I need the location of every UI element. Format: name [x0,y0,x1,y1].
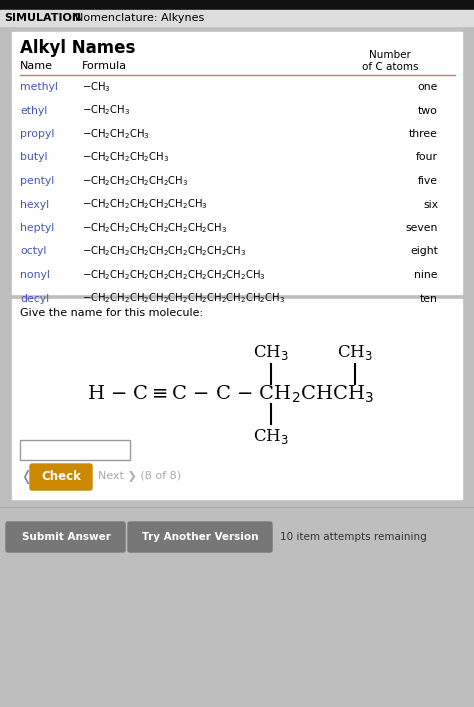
Text: pentyl: pentyl [20,176,54,186]
Text: CH$_3$: CH$_3$ [253,426,289,445]
FancyBboxPatch shape [30,464,92,490]
Text: Formula: Formula [82,61,127,71]
Bar [0,0,474,10]
Text: CH$_3$: CH$_3$ [337,342,373,361]
Text: $-$CH$_2$CH$_2$CH$_2$CH$_2$CH$_2$CH$_2$CH$_3$: $-$CH$_2$CH$_2$CH$_2$CH$_2$CH$_2$CH$_2$C… [82,221,227,235]
Bar [0,10,474,26]
Text: Give the name for this molecule:: Give the name for this molecule: [20,308,203,318]
Text: octyl: octyl [20,247,46,257]
Text: CH$_3$: CH$_3$ [253,342,289,361]
Text: two: two [418,105,438,115]
Text: Try Another Version: Try Another Version [142,532,258,542]
Text: $-$CH$_2$CH$_2$CH$_2$CH$_3$: $-$CH$_2$CH$_2$CH$_2$CH$_3$ [82,151,169,165]
Text: six: six [423,199,438,209]
Text: heptyl: heptyl [20,223,54,233]
Text: four: four [416,153,438,163]
Text: butyl: butyl [20,153,47,163]
Text: seven: seven [406,223,438,233]
Text: $-$CH$_2$CH$_2$CH$_2$CH$_2$CH$_2$CH$_2$CH$_2$CH$_3$: $-$CH$_2$CH$_2$CH$_2$CH$_2$CH$_2$CH$_2$C… [82,245,246,258]
Bar [12,299,462,499]
Text: ❬: ❬ [20,470,32,484]
Text: three: three [409,129,438,139]
Text: ten: ten [420,293,438,303]
Text: $-$CH$_2$CH$_3$: $-$CH$_2$CH$_3$ [82,104,130,117]
Text: Nomenclature: Alkynes: Nomenclature: Alkynes [75,13,204,23]
Text: methyl: methyl [20,82,58,92]
Text: Number
of C atoms: Number of C atoms [362,50,418,72]
FancyBboxPatch shape [128,522,272,552]
Text: decyl: decyl [20,293,49,303]
Text: $-$CH$_2$CH$_2$CH$_2$CH$_2$CH$_3$: $-$CH$_2$CH$_2$CH$_2$CH$_2$CH$_3$ [82,174,188,188]
Text: nine: nine [414,270,438,280]
Bar [20,440,130,460]
Text: $-$CH$_2$CH$_2$CH$_2$CH$_2$CH$_2$CH$_2$CH$_2$CH$_2$CH$_2$CH$_3$: $-$CH$_2$CH$_2$CH$_2$CH$_2$CH$_2$CH$_2$C… [82,291,285,305]
Text: five: five [418,176,438,186]
Text: hexyl: hexyl [20,199,49,209]
Text: Check: Check [41,470,81,484]
Text: Next ❯ (8 of 8): Next ❯ (8 of 8) [98,472,181,482]
Text: propyl: propyl [20,129,55,139]
FancyBboxPatch shape [6,522,125,552]
Text: $-$CH$_2$CH$_2$CH$_2$CH$_2$CH$_2$CH$_3$: $-$CH$_2$CH$_2$CH$_2$CH$_2$CH$_2$CH$_3$ [82,197,208,211]
Text: $-$CH$_3$: $-$CH$_3$ [82,80,111,94]
Text: 10 item attempts remaining: 10 item attempts remaining [280,532,427,542]
Text: Submit Answer: Submit Answer [21,532,110,542]
Bar [12,32,462,294]
Text: nonyl: nonyl [20,270,50,280]
Text: $-$CH$_2$CH$_2$CH$_2$CH$_2$CH$_2$CH$_2$CH$_2$CH$_2$CH$_3$: $-$CH$_2$CH$_2$CH$_2$CH$_2$CH$_2$CH$_2$C… [82,268,266,282]
Text: H $-$ C$\equiv$C $-$ C $-$ CH$_2$CHCH$_3$: H $-$ C$\equiv$C $-$ C $-$ CH$_2$CHCH$_3… [87,383,374,404]
Text: eight: eight [410,247,438,257]
Text: one: one [418,82,438,92]
Text: SIMULATION: SIMULATION [4,13,81,23]
Text: Alkyl Names: Alkyl Names [20,39,136,57]
Text: Name: Name [20,61,53,71]
Text: ethyl: ethyl [20,105,47,115]
Text: $-$CH$_2$CH$_2$CH$_3$: $-$CH$_2$CH$_2$CH$_3$ [82,127,150,141]
